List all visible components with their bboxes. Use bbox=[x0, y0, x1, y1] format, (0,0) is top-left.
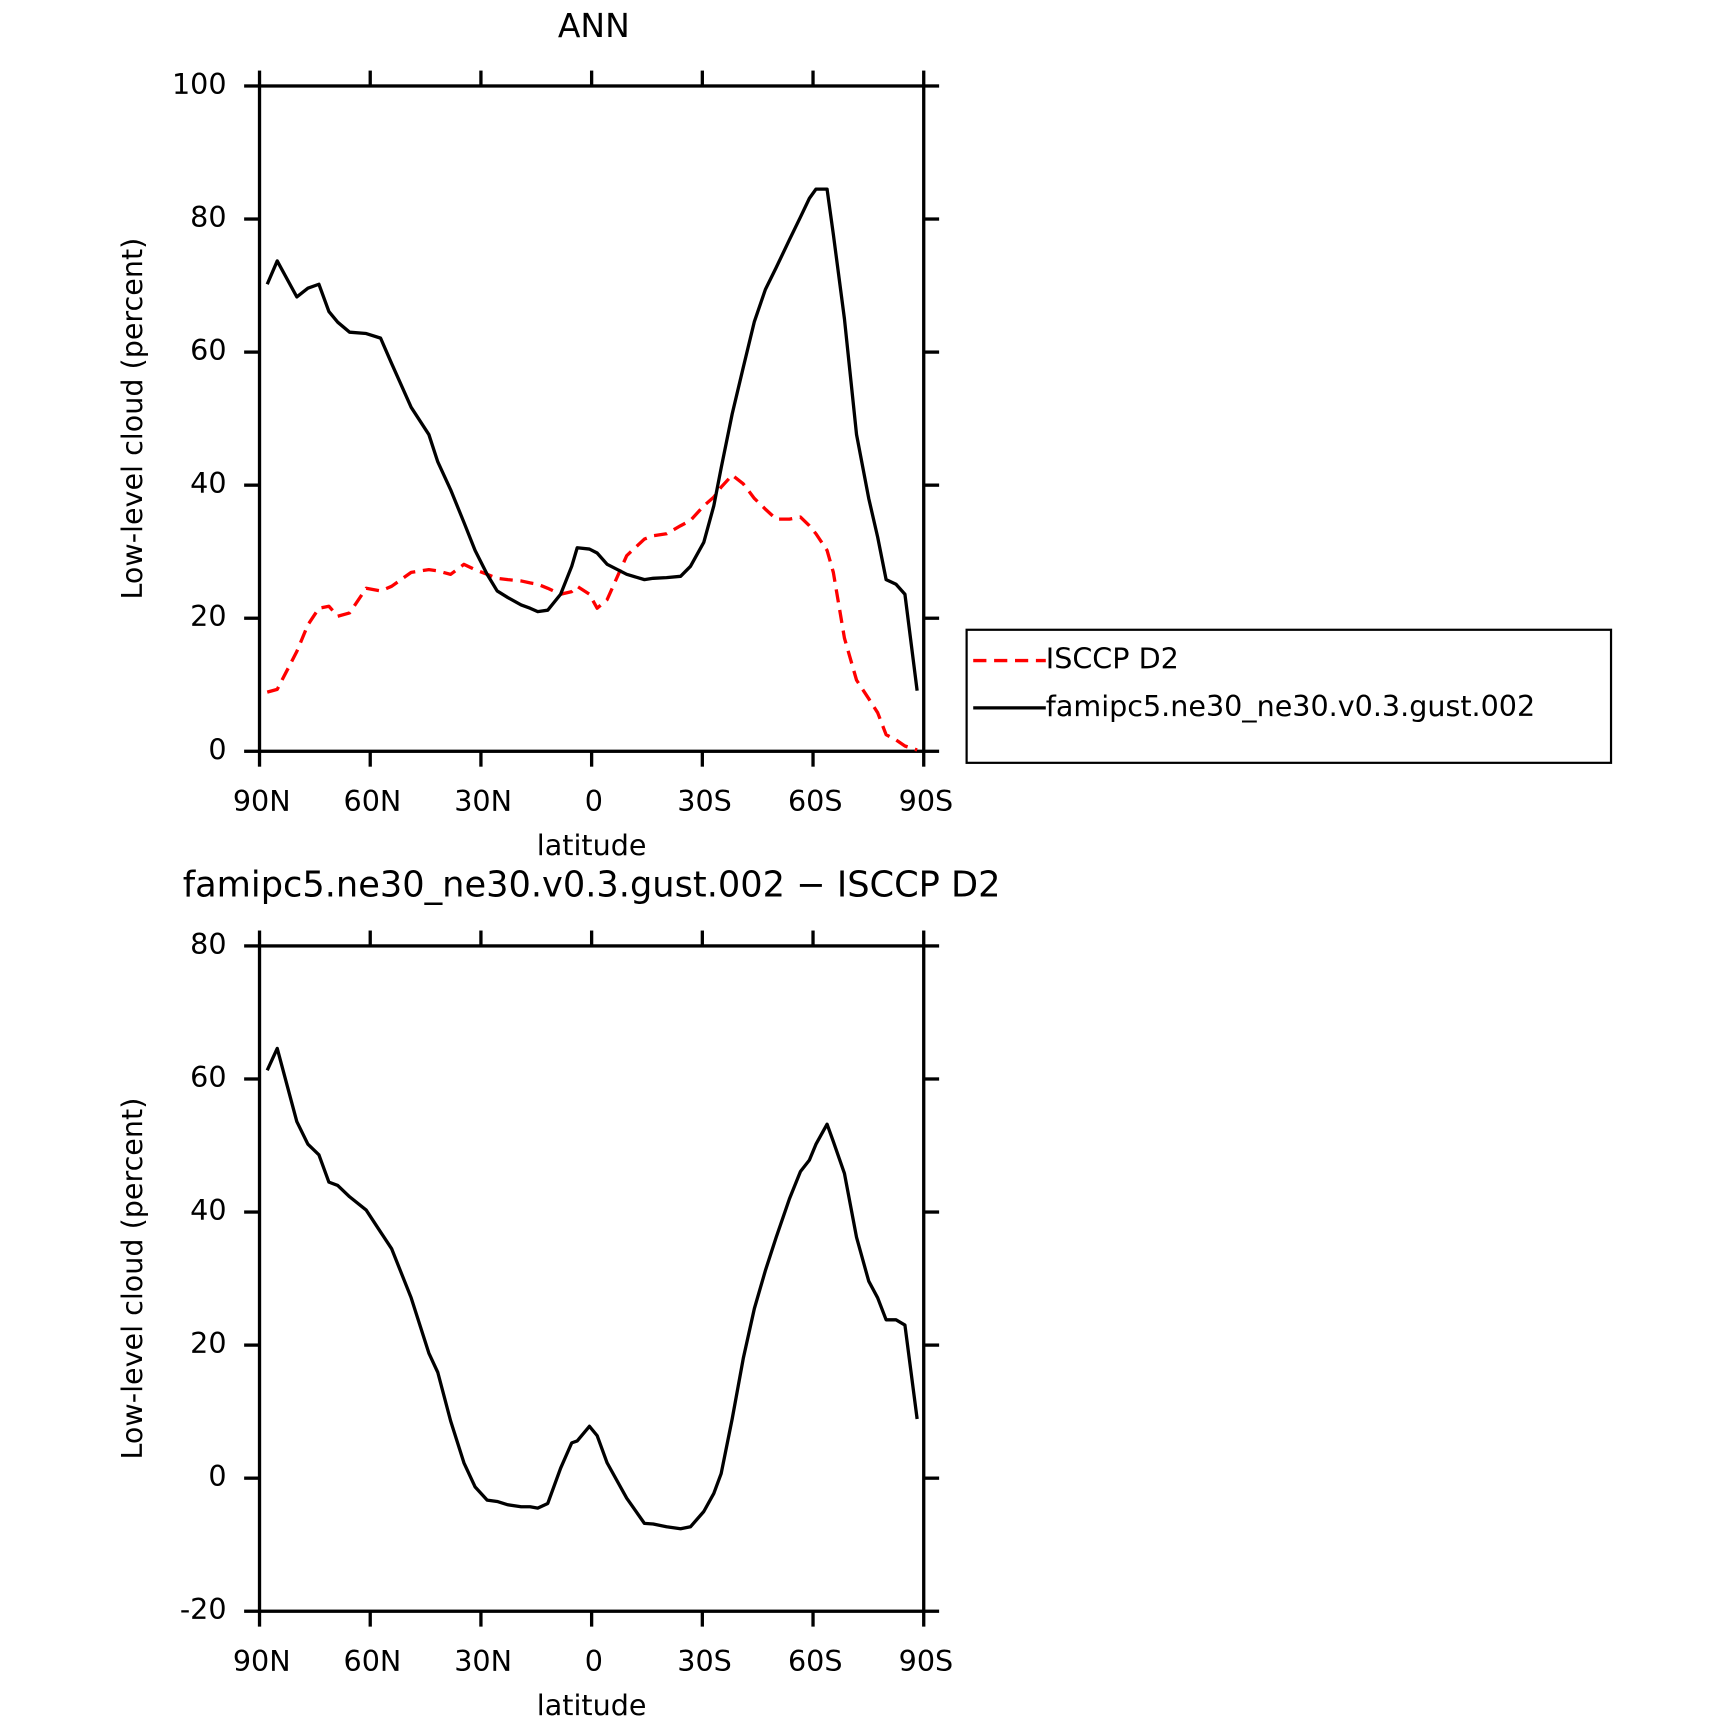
x-axis-label: latitude bbox=[537, 1688, 647, 1717]
y-axis-label: Low-level cloud (percent) bbox=[115, 1098, 149, 1460]
y-tick-label: 20 bbox=[190, 599, 226, 633]
y-tick-label: 40 bbox=[190, 1193, 226, 1227]
legend-label: famipc5.ne30_ne30.v0.3.gust.002 bbox=[1046, 689, 1535, 723]
y-tick-label: 0 bbox=[208, 732, 226, 766]
x-axis-label: latitude bbox=[537, 828, 647, 862]
legend-box bbox=[965, 628, 1613, 764]
series-line bbox=[265, 1046, 919, 1531]
x-tick-label: 30S bbox=[677, 784, 732, 818]
x-tick-label: 30S bbox=[677, 1644, 732, 1678]
plot-frame bbox=[257, 944, 926, 1613]
x-tick-label: 60N bbox=[344, 1644, 402, 1678]
y-tick-label: 80 bbox=[190, 200, 226, 234]
x-tick-label: 90S bbox=[899, 1644, 954, 1678]
chart-title: famipc5.ne30_ne30.v0.3.gust.002 − ISCCP … bbox=[183, 865, 1001, 906]
x-tick-label: 60S bbox=[788, 784, 843, 818]
chart-title: ANN bbox=[558, 6, 630, 45]
series-line bbox=[266, 473, 918, 752]
x-tick-label: 60N bbox=[344, 784, 402, 818]
y-tick-label: 60 bbox=[190, 1060, 226, 1094]
y-tick-label: -20 bbox=[180, 1592, 227, 1626]
y-tick-label: 100 bbox=[172, 67, 227, 101]
x-tick-label: 90S bbox=[899, 784, 954, 818]
y-tick-label: 40 bbox=[190, 466, 226, 500]
y-tick-label: 20 bbox=[190, 1326, 226, 1360]
y-tick-label: 80 bbox=[190, 927, 226, 961]
legend-label: ISCCP D2 bbox=[1046, 642, 1179, 676]
x-tick-label: 30N bbox=[454, 784, 512, 818]
y-tick-label: 0 bbox=[208, 1459, 226, 1493]
x-tick-label: 0 bbox=[585, 1644, 603, 1678]
x-tick-label: 30N bbox=[454, 1644, 512, 1678]
series-line bbox=[265, 187, 919, 691]
x-tick-label: 60S bbox=[788, 1644, 843, 1678]
plot-frame bbox=[257, 84, 926, 753]
x-tick-label: 90N bbox=[233, 784, 291, 818]
y-axis-label: Low-level cloud (percent) bbox=[115, 238, 149, 600]
y-tick-label: 60 bbox=[190, 333, 226, 367]
x-tick-label: 0 bbox=[585, 784, 603, 818]
x-tick-label: 90N bbox=[233, 1644, 291, 1678]
